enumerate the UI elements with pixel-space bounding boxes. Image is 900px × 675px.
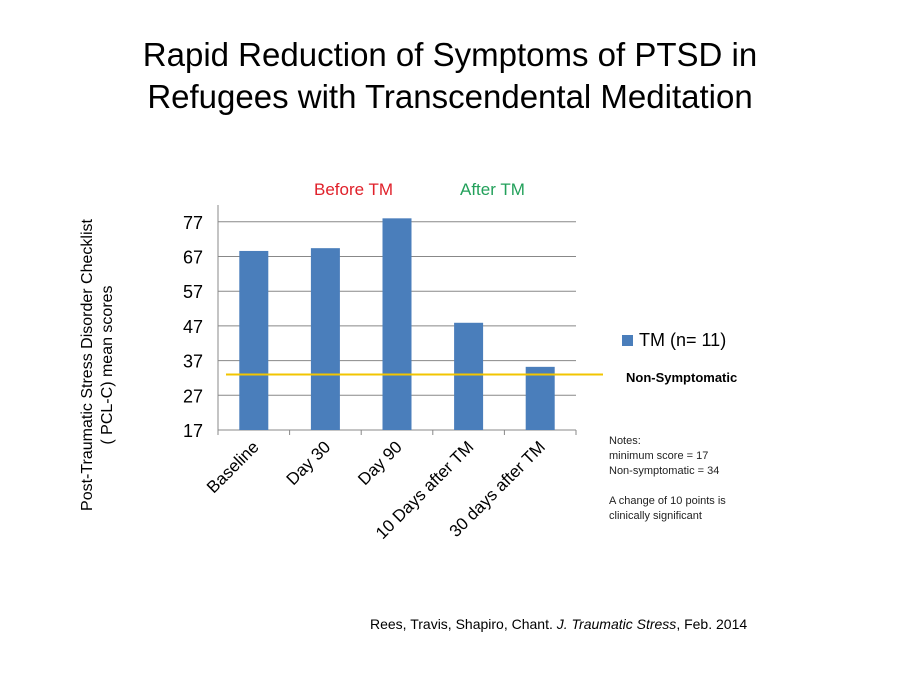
y-tick-label: 57 xyxy=(183,282,203,302)
legend-swatch xyxy=(622,335,633,346)
bar xyxy=(310,248,340,430)
citation-date: , Feb. 2014 xyxy=(676,616,748,632)
x-tick-label: Day 90 xyxy=(354,437,406,489)
legend-label: TM (n= 11) xyxy=(639,330,727,350)
bar xyxy=(239,250,269,430)
title-line-2: Refugees with Transcendental Meditation xyxy=(147,78,753,115)
citation-journal: J. Traumatic Stress xyxy=(556,616,677,632)
notes: Notes: minimum score = 17 Non-symptomati… xyxy=(609,434,726,524)
citation: Rees, Travis, Shapiro, Chant. J. Traumat… xyxy=(370,616,747,632)
legend: TM (n= 11) xyxy=(622,330,726,351)
y-tick-label: 47 xyxy=(183,317,203,337)
y-tick-label: 37 xyxy=(183,352,203,372)
after-tm-annotation: After TM xyxy=(460,180,525,199)
before-tm-annotation: Before TM xyxy=(314,180,394,199)
bar xyxy=(382,218,412,430)
notes-line: minimum score = 17 xyxy=(609,450,709,462)
non-symptomatic-label: Non-Symptomatic xyxy=(626,370,738,385)
x-tick-label: Day 30 xyxy=(283,437,335,489)
y-tick-label: 27 xyxy=(183,386,203,406)
slide-title: Rapid Reduction of Symptoms of PTSD in R… xyxy=(0,34,900,118)
notes-line: A change of 10 points is xyxy=(609,495,726,507)
y-tick-label: 67 xyxy=(183,248,203,268)
bar xyxy=(525,366,555,430)
notes-line: clinically significant xyxy=(609,510,702,522)
citation-authors: Rees, Travis, Shapiro, Chant. xyxy=(370,616,557,632)
bar xyxy=(454,322,484,430)
title-line-1: Rapid Reduction of Symptoms of PTSD in xyxy=(142,36,758,73)
notes-line: Non-symptomatic = 34 xyxy=(609,465,720,477)
y-tick-label: 77 xyxy=(183,213,203,233)
notes-heading: Notes: xyxy=(609,435,641,447)
x-tick-label: Baseline xyxy=(203,437,263,497)
y-tick-label: 17 xyxy=(183,421,203,441)
